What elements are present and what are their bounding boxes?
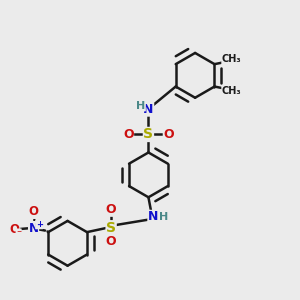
Text: O: O bbox=[164, 128, 174, 141]
Text: N: N bbox=[28, 222, 39, 235]
Text: H: H bbox=[136, 101, 145, 111]
Text: S: S bbox=[106, 221, 116, 235]
Text: H: H bbox=[159, 212, 168, 222]
Text: O: O bbox=[106, 235, 116, 248]
Text: O: O bbox=[28, 206, 39, 218]
Text: CH₃: CH₃ bbox=[222, 86, 242, 96]
Text: N: N bbox=[143, 103, 154, 116]
Text: S: S bbox=[143, 128, 153, 141]
Text: O: O bbox=[123, 128, 134, 141]
Text: ⁻: ⁻ bbox=[16, 229, 21, 239]
Text: +: + bbox=[36, 220, 43, 229]
Text: O: O bbox=[10, 223, 20, 236]
Text: O: O bbox=[106, 203, 116, 216]
Text: CH₃: CH₃ bbox=[222, 55, 242, 64]
Text: N: N bbox=[148, 210, 158, 224]
